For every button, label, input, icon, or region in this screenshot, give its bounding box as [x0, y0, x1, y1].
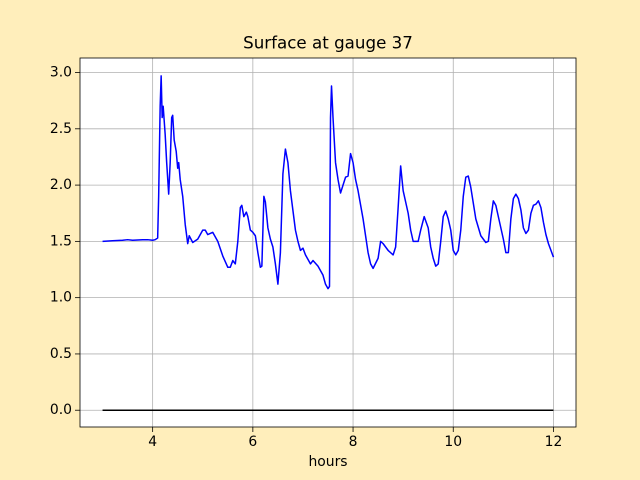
y-tick-label: 2.5: [50, 121, 72, 137]
x-axis-label: hours: [308, 454, 347, 470]
y-tick-label: 1.0: [50, 290, 72, 306]
x-tick-label: 6: [248, 434, 257, 450]
x-tick-label: 8: [349, 434, 358, 450]
y-tick-label: 2.0: [50, 177, 72, 193]
chart-title: Surface at gauge 37: [243, 33, 413, 53]
y-tick-label: 0.5: [50, 346, 72, 362]
x-tick-label: 4: [148, 434, 157, 450]
y-tick-label: 3.0: [50, 65, 72, 81]
x-tick-label: 10: [444, 434, 462, 450]
series-line: [102, 75, 555, 290]
y-tick-label: 1.5: [50, 233, 72, 249]
plot-area: [80, 58, 576, 427]
axes-frame: [79, 57, 577, 428]
y-tick-label: 0.0: [50, 402, 72, 418]
x-tick-label: 12: [545, 434, 563, 450]
